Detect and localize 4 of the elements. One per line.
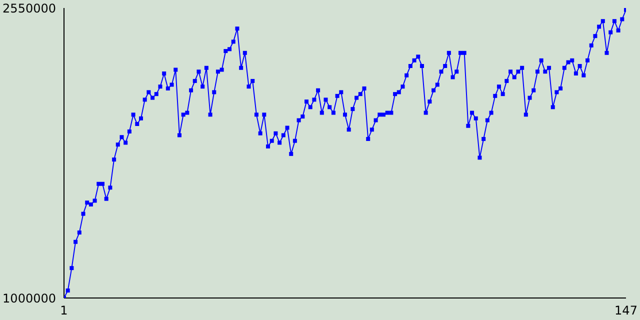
x-tick-label: 147 (614, 304, 638, 318)
x-tick-label: 1 (60, 304, 68, 318)
y-tick-label: 1000000 (2, 291, 56, 306)
y-tick-label: 2550000 (2, 1, 56, 16)
